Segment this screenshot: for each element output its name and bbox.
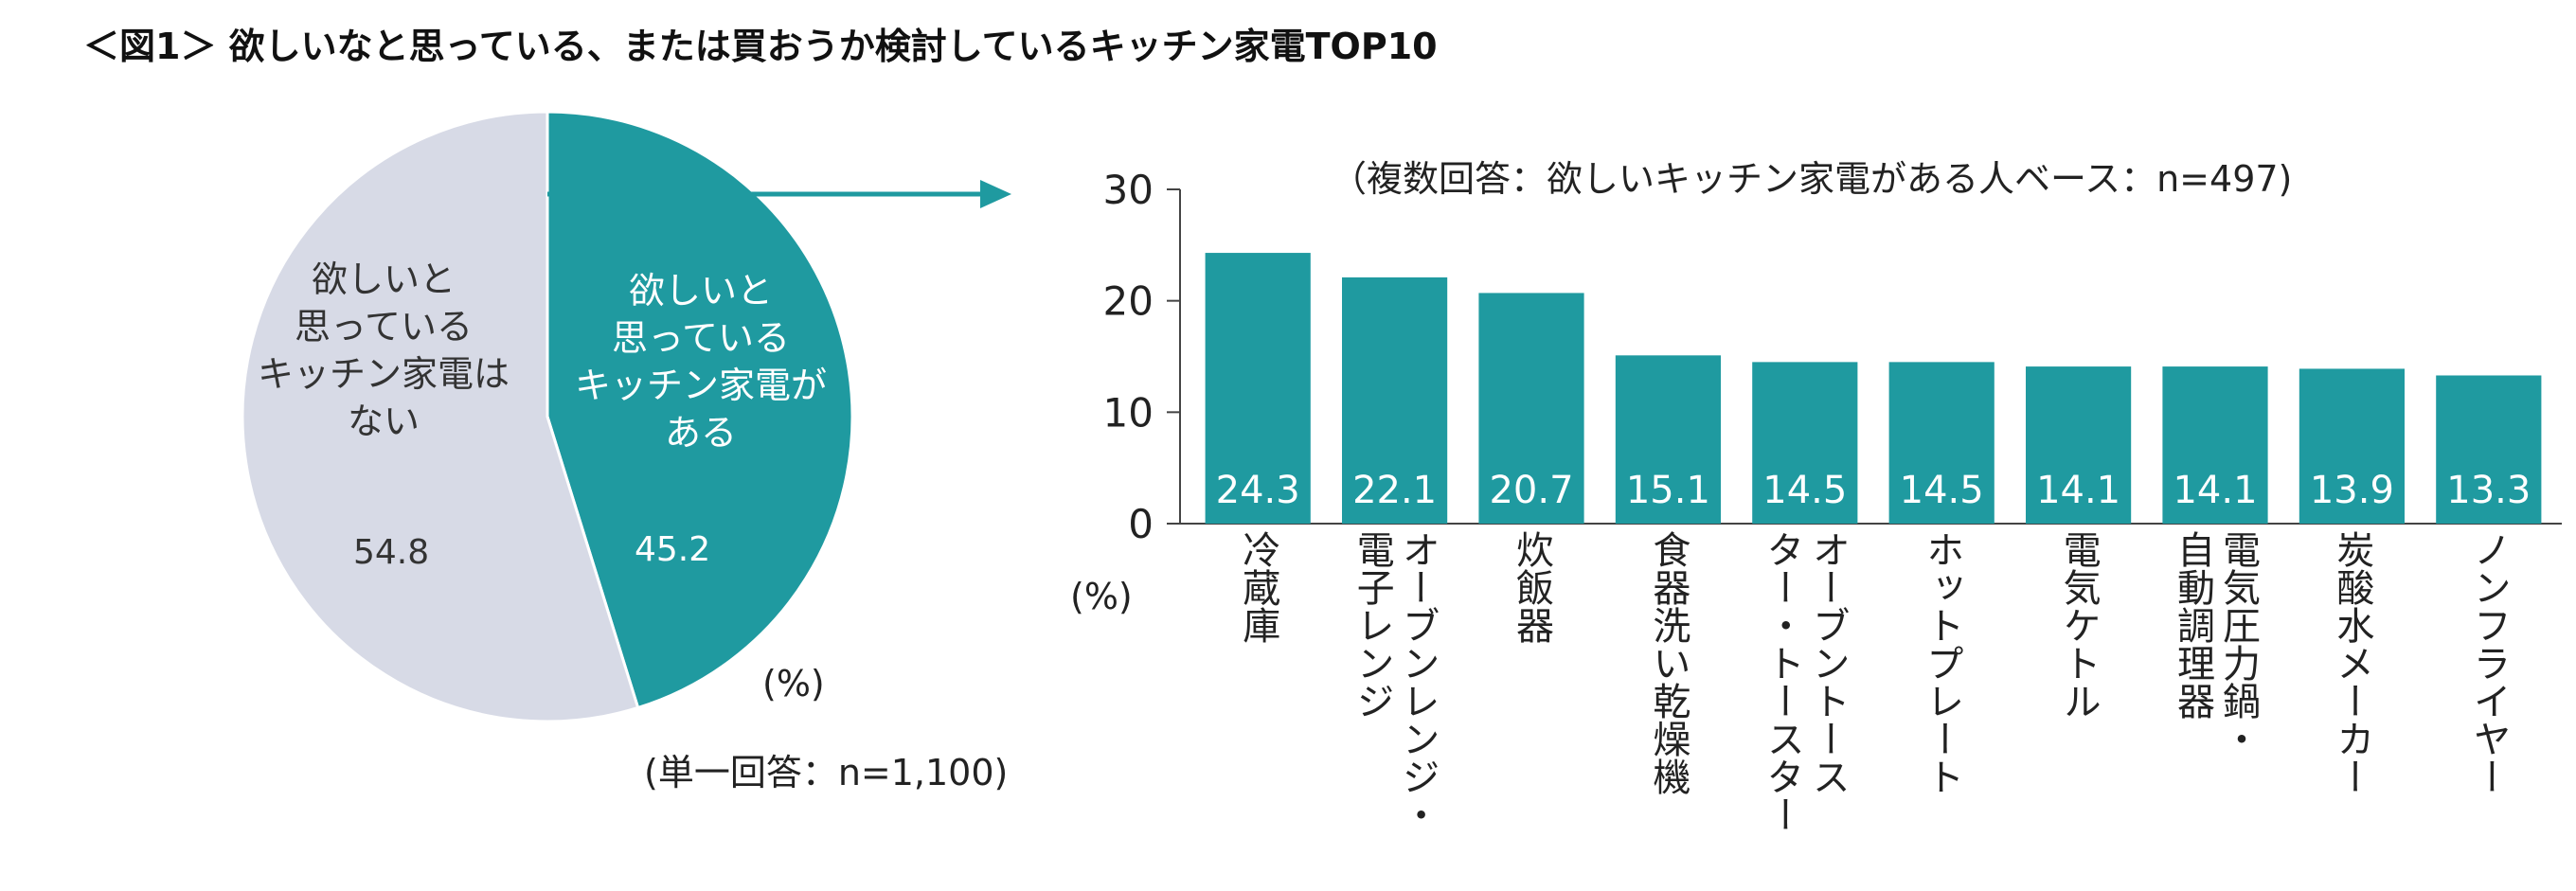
y-tick-label: 0 — [1128, 501, 1154, 547]
x-category-label: 電子レンジ — [1350, 530, 1394, 720]
x-category-label: オーブンレンジ・ — [1395, 530, 1440, 833]
x-category-label: 冷蔵庫 — [1236, 530, 1280, 644]
x-category-label: 食器洗い乾燥機 — [1646, 530, 1690, 795]
bar — [1888, 362, 1995, 524]
bar-value-label: 14.1 — [2173, 469, 2257, 512]
bar — [1615, 355, 1721, 524]
pie-label-yes: 欲しいと 思っている キッチン家電が ある — [574, 270, 827, 454]
x-category-label: 炭酸水メーカー — [2330, 530, 2374, 795]
bar-value-label: 14.5 — [1900, 469, 1984, 512]
pie-slice-yes — [546, 110, 854, 710]
bar — [1478, 293, 1584, 524]
bar-base-note: （複数回答：欲しいキッチン家電がある人ベース：n=497) — [1331, 158, 2293, 200]
arrow-head-icon — [980, 180, 1011, 208]
pie-value-no: 54.8 — [353, 533, 430, 572]
x-category-label: 自動調理器 — [2171, 530, 2214, 720]
page-title: ＜図1＞ 欲しいなと思っている、または買おうか検討しているキッチン家電TOP10 — [83, 26, 1438, 67]
x-category-label: オーブントース — [1805, 530, 1850, 795]
bar — [2026, 366, 2132, 524]
bar-value-label: 13.9 — [2310, 469, 2394, 512]
bar-value-label: 14.1 — [2036, 469, 2120, 512]
y-tick-label: 20 — [1103, 278, 1154, 325]
pie-unit: (%) — [762, 663, 825, 704]
pie-label-no: 欲しいと 思っている キッチン家電は ない — [257, 258, 510, 442]
bar — [2162, 366, 2268, 524]
x-category-label: 電気圧力鍋・ — [2216, 530, 2260, 757]
x-category-label: 電気ケトル — [2056, 530, 2101, 720]
x-category-label: ホットプレート — [1920, 530, 1964, 795]
y-tick-label: 10 — [1103, 389, 1154, 436]
pie-slice-no — [241, 110, 640, 723]
bar-unit: (%) — [1070, 576, 1133, 617]
bar — [2299, 368, 2405, 524]
bar-value-label: 20.7 — [1489, 469, 1573, 512]
pie-value-yes: 45.2 — [635, 530, 711, 569]
bar — [2436, 375, 2542, 524]
bar — [1752, 362, 1858, 524]
bar-value-label: 15.1 — [1626, 469, 1710, 512]
bar-value-label: 13.3 — [2446, 469, 2531, 512]
bar-value-label: 22.1 — [1352, 469, 1437, 512]
bar — [1205, 253, 1311, 524]
x-category-label: ター・トースター — [1760, 530, 1804, 833]
x-category-label: 炊飯器 — [1510, 530, 1553, 644]
pie-base-note: (単一回答：n=1,100) — [644, 752, 1009, 793]
x-category-label: ノンフライヤー — [2466, 530, 2511, 795]
bar-value-label: 14.5 — [1762, 469, 1847, 512]
bar-value-label: 24.3 — [1216, 469, 1300, 512]
bar — [1342, 276, 1448, 524]
y-tick-label: 30 — [1103, 167, 1154, 213]
